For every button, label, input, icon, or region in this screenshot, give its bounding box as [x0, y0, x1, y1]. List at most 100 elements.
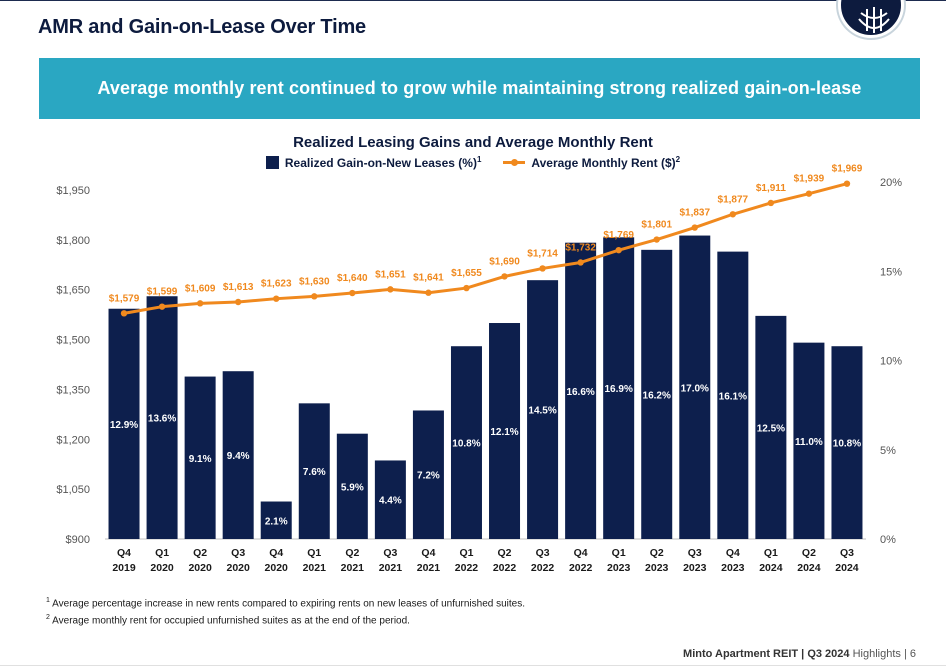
y-left-tick-label: $1,950	[56, 185, 90, 197]
legend-item-gain: Realized Gain-on-New Leases (%)1	[265, 155, 482, 170]
x-tick-label-year: 2020	[265, 562, 289, 574]
headline-banner: Average monthly rent continued to grow w…	[39, 58, 920, 119]
rent-data-label: $1,640	[337, 273, 368, 284]
x-tick-label-quarter: Q3	[688, 547, 702, 559]
rent-point	[843, 180, 851, 187]
y-left-tick-label: $1,800	[56, 235, 90, 247]
x-tick-label-year: 2022	[531, 562, 555, 574]
rent-point	[158, 303, 166, 310]
rent-data-label: $1,613	[223, 282, 254, 293]
x-tick-label-year: 2020	[226, 562, 250, 574]
rent-point	[577, 259, 584, 266]
y-left-tick-label: $1,200	[56, 434, 90, 446]
x-tick-label-year: 2021	[341, 562, 365, 574]
rent-data-label: $1,651	[375, 269, 406, 280]
bar-data-label: 14.5%	[528, 406, 556, 417]
footnote-1: 1 Average percentage increase in new ren…	[46, 597, 526, 610]
x-tick-label-quarter: Q2	[802, 547, 816, 559]
x-tick-label-year: 2023	[645, 562, 669, 574]
x-tick-label-year: 2020	[150, 562, 174, 574]
bar	[222, 371, 254, 539]
bar-data-label: 4.4%	[379, 496, 402, 507]
rent-data-label: $1,655	[451, 268, 482, 279]
y-right-tick-label: 10%	[880, 356, 902, 368]
legend-bar-swatch	[265, 156, 279, 169]
rent-data-label: $1,714	[527, 248, 558, 259]
chart-canvas: $900 $1,050 $1,200 $1,350 $1,500 $1,650 $1,800…	[56, 164, 902, 574]
bar	[603, 237, 635, 539]
y-right-tick-label: 20%	[880, 177, 902, 189]
bar	[146, 296, 178, 539]
bar	[108, 308, 140, 539]
bar-data-label: 9.4%	[227, 451, 250, 462]
y-left-tick-label: $1,050	[56, 484, 90, 496]
rent-data-label: $1,801	[641, 220, 672, 231]
page-title: AMR and Gain-on-Lease Over Time	[38, 16, 366, 38]
rent-point	[311, 293, 318, 300]
x-tick-label-quarter: Q2	[650, 547, 664, 559]
x-tick-label-year: 2022	[493, 562, 517, 574]
bar	[793, 342, 825, 539]
bar-data-label: 16.9%	[604, 384, 632, 395]
bar	[831, 346, 863, 539]
rent-point	[653, 236, 660, 243]
rent-point	[196, 300, 204, 307]
bar-data-label: 12.5%	[757, 423, 785, 434]
footer-rule	[0, 665, 946, 666]
chart-title: Realized Leasing Gains and Average Month…	[293, 134, 653, 151]
y-right-tick-label: 15%	[880, 266, 902, 278]
rent-data-label: $1,911	[756, 183, 786, 194]
x-tick-label-year: 2021	[303, 562, 327, 574]
footnote-2: 2 Average monthly rent for occupied unfu…	[46, 614, 410, 627]
rent-data-label: $1,641	[413, 273, 444, 284]
x-tick-label-quarter: Q3	[840, 547, 854, 559]
x-tick-label-quarter: Q2	[193, 547, 207, 559]
bar-data-label: 10.8%	[833, 439, 861, 450]
x-tick-label-quarter: Q2	[345, 547, 359, 559]
chart-legend: Realized Gain-on-New Leases (%)1 Average…	[0, 155, 946, 170]
legend-line-swatch	[503, 156, 526, 169]
company-logo	[838, 0, 904, 38]
rent-point	[463, 284, 470, 292]
rent-data-label: $1,690	[489, 256, 520, 267]
bar	[565, 242, 597, 539]
rent-series-line	[123, 182, 848, 315]
bar	[450, 346, 482, 539]
rent-point	[729, 211, 737, 218]
bar-data-label: 2.1%	[265, 516, 288, 527]
rent-point	[615, 246, 622, 254]
x-tick-label-year: 2023	[721, 562, 745, 574]
bar-data-label: 5.9%	[341, 482, 364, 493]
bar-data-label: 16.2%	[643, 390, 671, 401]
bar-data-label: 13.6%	[148, 414, 176, 425]
legend-label-gain: Realized Gain-on-New Leases (%)1	[284, 155, 482, 170]
rent-data-label: $1,630	[299, 276, 330, 287]
x-tick-label-quarter: Q4	[726, 547, 740, 559]
x-tick-label-quarter: Q3	[536, 547, 550, 559]
logo-icon	[858, 7, 890, 33]
top-rule	[0, 0, 946, 1]
bar	[260, 501, 292, 539]
x-tick-label-year: 2024	[835, 562, 859, 574]
x-tick-label-year: 2020	[188, 562, 212, 574]
rent-data-label: $1,599	[147, 287, 178, 298]
rent-data-label: $1,939	[794, 174, 825, 185]
x-tick-label-quarter: Q1	[764, 547, 778, 559]
rent-point	[767, 199, 775, 207]
rent-data-label: $1,969	[832, 164, 863, 175]
bar-data-label: 16.6%	[566, 387, 594, 398]
rent-data-label: $1,877	[718, 194, 749, 205]
bar-data-label: 12.1%	[490, 427, 518, 438]
bar	[412, 410, 444, 539]
bar	[755, 315, 787, 539]
bar-data-label: 10.8%	[452, 439, 480, 450]
x-tick-label-quarter: Q4	[574, 547, 588, 559]
bar	[336, 433, 368, 539]
bar-data-label: 16.1%	[719, 391, 747, 402]
bar-data-label: 7.6%	[303, 467, 326, 478]
x-tick-label-year: 2022	[569, 562, 593, 574]
bar	[184, 376, 216, 539]
x-tick-label-quarter: Q3	[383, 547, 397, 559]
bar	[527, 280, 559, 539]
x-tick-label-year: 2024	[759, 562, 783, 574]
